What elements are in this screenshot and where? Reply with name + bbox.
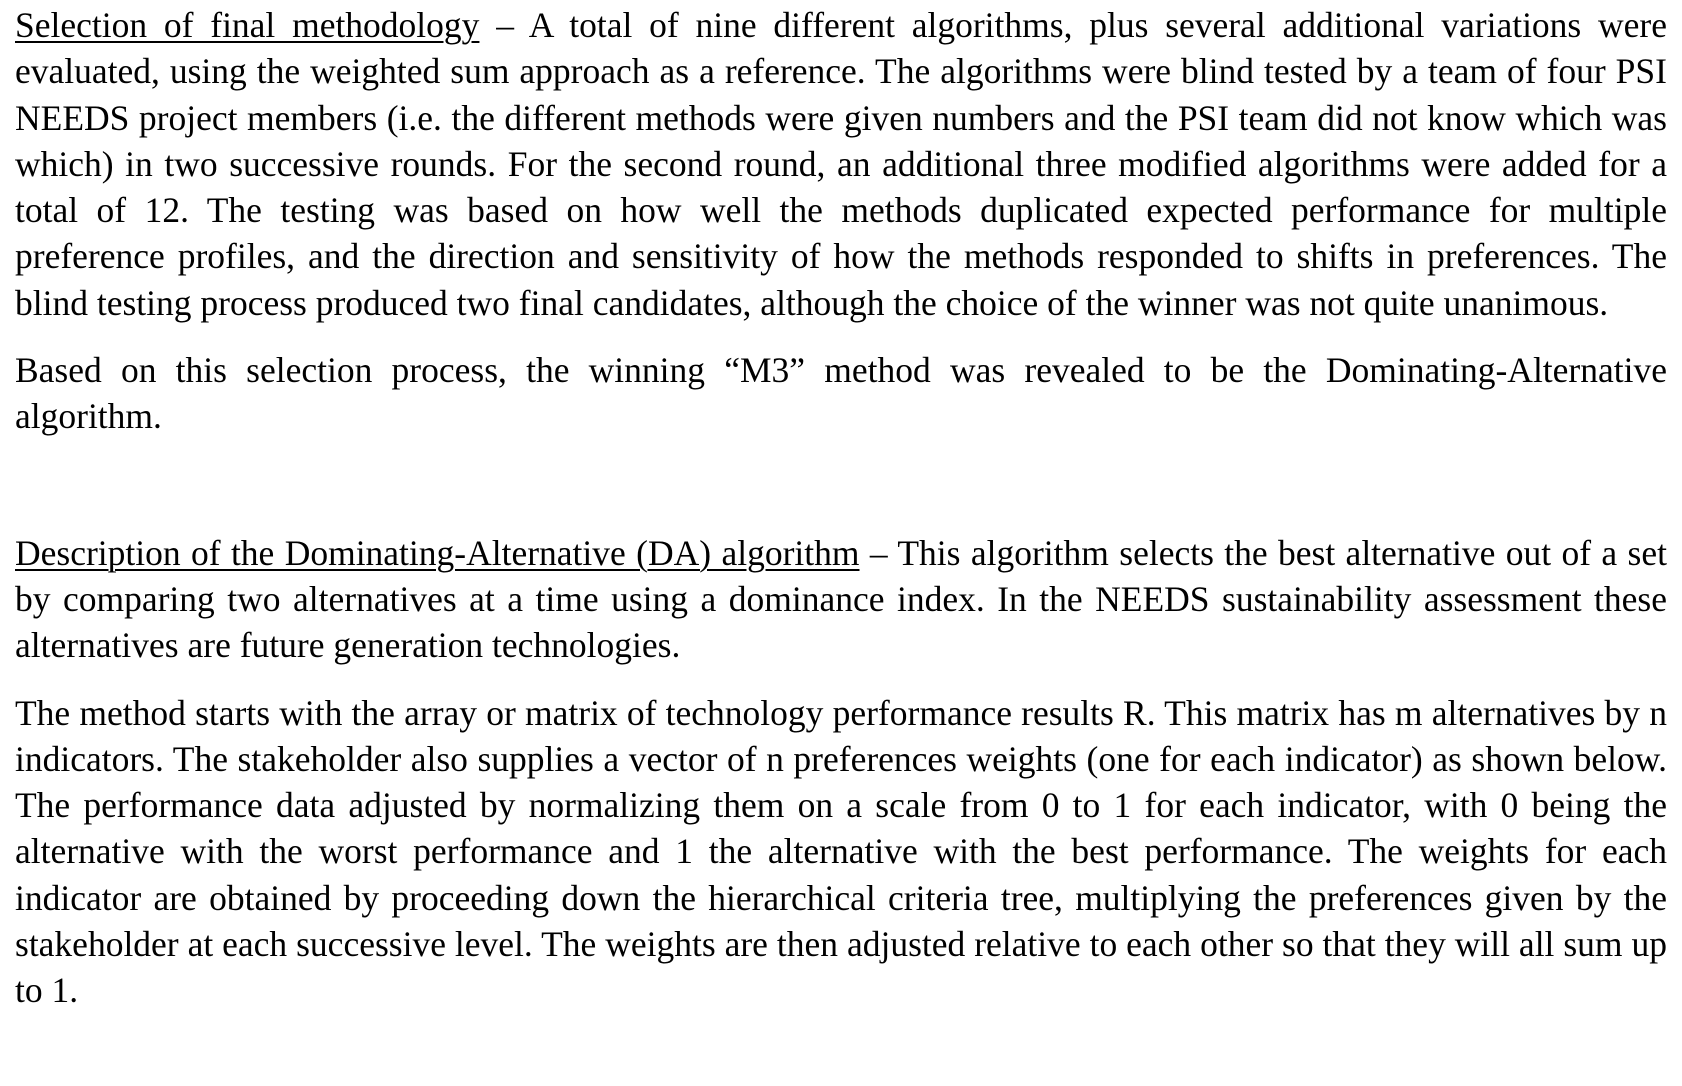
section2-paragraph1: Description of the Dominating-Alternativ… <box>15 530 1667 669</box>
section2-paragraph1-text: This algorithm selects the best alternat… <box>15 532 1667 666</box>
section1-heading: Selection of final methodology <box>15 5 480 45</box>
section2-paragraph2: The method starts with the array or matr… <box>15 692 1667 1011</box>
section1-paragraph1: Selection of final methodology – A total… <box>15 2 1667 326</box>
document-page: Selection of final methodology – A total… <box>15 2 1667 1014</box>
section1-paragraph1-text: A total of nine different algorithms, pl… <box>15 5 1668 323</box>
section2-heading: Description of the Dominating-Alternativ… <box>15 532 860 573</box>
section1-dash: – <box>479 5 529 45</box>
section-spacer <box>15 440 1667 530</box>
section1-paragraph2: Based on this selection process, the win… <box>15 350 1667 437</box>
paragraph-spacer <box>15 669 1667 690</box>
paragraph-spacer <box>15 326 1667 347</box>
section2-dash: – <box>859 532 898 573</box>
